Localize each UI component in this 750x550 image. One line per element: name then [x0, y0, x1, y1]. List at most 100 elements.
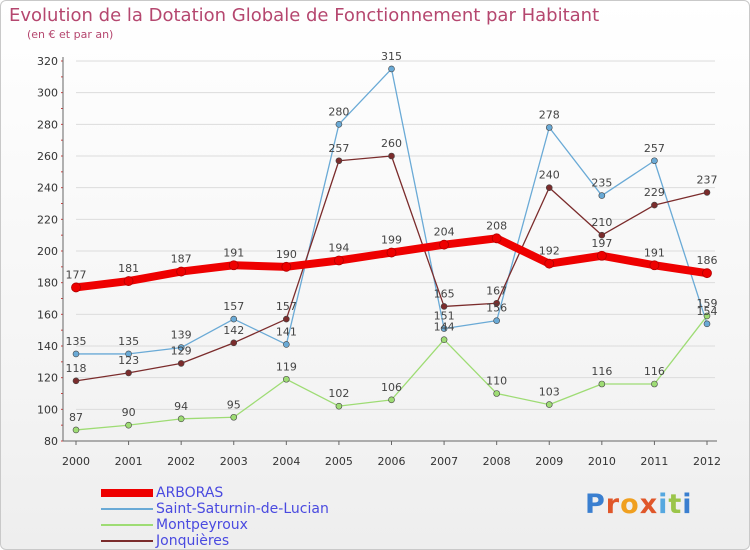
- data-label: 135: [66, 335, 87, 348]
- data-label: 165: [434, 287, 455, 300]
- legend-item-arboras: ARBORAS: [101, 485, 329, 501]
- data-label: 208: [486, 219, 507, 232]
- data-point: [177, 415, 185, 423]
- x-tick-label: 2012: [693, 455, 721, 468]
- x-tick-label: 2000: [62, 455, 90, 468]
- data-point: [493, 317, 500, 324]
- data-label: 204: [434, 226, 455, 239]
- logo-letter: x: [639, 489, 659, 520]
- data-label: 157: [223, 300, 244, 313]
- data-point: [598, 231, 606, 239]
- data-point: [335, 402, 343, 410]
- data-label: 210: [591, 216, 612, 229]
- data-point: [71, 282, 81, 293]
- data-labels: 135 135 139 157 141 280 315 151 156 278 235 257 154 8…: [66, 50, 718, 424]
- data-point: [123, 276, 134, 286]
- logo-letter: o: [620, 489, 640, 520]
- legend-swatch-arboras: [101, 489, 153, 497]
- data-point: [651, 157, 658, 165]
- data-point: [651, 380, 658, 388]
- series-line: [75, 68, 708, 355]
- data-label: 157: [276, 300, 297, 313]
- data-label: 139: [171, 329, 192, 342]
- data-label: 135: [118, 335, 139, 348]
- y-tick-label: 280: [37, 118, 58, 131]
- data-point: [493, 390, 500, 397]
- data-point: [491, 233, 502, 244]
- data-label: 235: [591, 177, 612, 190]
- data-point: [283, 375, 290, 383]
- data-label: 190: [276, 248, 297, 261]
- data-label: 257: [328, 142, 349, 155]
- data-point: [703, 312, 711, 320]
- legend-swatch-jonquieres: [101, 540, 153, 542]
- data-point: [72, 426, 80, 434]
- data-label: 116: [591, 365, 612, 378]
- data-point: [335, 121, 343, 128]
- data-point: [649, 260, 660, 271]
- data-point: [230, 413, 238, 421]
- x-tick-label: 2007: [430, 455, 458, 468]
- data-label: 191: [223, 246, 244, 259]
- legend-item-montpeyroux: Montpeyroux: [101, 517, 329, 533]
- data-label: 192: [539, 245, 560, 258]
- data-label: 191: [644, 246, 665, 259]
- y-tick-label: 80: [44, 435, 58, 448]
- data-label: 197: [591, 237, 612, 250]
- axes: 80 100 120 140 160 180 200 220 240 260 280 300 320 20…: [37, 55, 721, 468]
- data-point: [283, 315, 290, 323]
- data-label: 194: [328, 242, 349, 255]
- data-label: 159: [697, 297, 718, 310]
- y-tick-label: 300: [37, 87, 58, 100]
- data-point: [702, 268, 712, 279]
- logo-letter: i: [682, 489, 693, 520]
- data-point: [598, 192, 606, 199]
- data-label: 123: [118, 354, 139, 367]
- data-label: 106: [381, 381, 402, 394]
- legend-label-jonquieres: Jonquières: [156, 533, 230, 549]
- data-label: 278: [539, 109, 560, 122]
- data-label: 280: [328, 105, 349, 118]
- data-point: [125, 369, 132, 377]
- data-point: [228, 260, 239, 271]
- y-tick-label: 180: [37, 277, 58, 290]
- logo-letter: r: [605, 489, 621, 520]
- data-point: [493, 299, 500, 307]
- data-point: [177, 344, 185, 351]
- data-point: [440, 325, 448, 332]
- chart-subtitle: (en € et par an): [27, 28, 114, 41]
- x-tick-label: 2004: [272, 455, 300, 468]
- data-label: 177: [66, 268, 87, 281]
- data-label: 181: [118, 262, 139, 275]
- y-tick-label: 120: [37, 372, 58, 385]
- legend-label-saint-saturnin: Saint-Saturnin-de-Lucian: [156, 501, 329, 517]
- data-label: 315: [381, 50, 402, 63]
- series-lines: [71, 65, 712, 434]
- y-tick-label: 260: [37, 150, 58, 163]
- data-label: 95: [227, 398, 241, 411]
- legend: ARBORAS Saint-Saturnin-de-Lucian Montpey…: [101, 485, 329, 549]
- y-tick-label: 140: [37, 340, 58, 353]
- data-label: 237: [697, 173, 718, 186]
- data-label: 151: [434, 310, 455, 323]
- data-point: [703, 189, 711, 196]
- data-label: 118: [66, 362, 87, 375]
- x-tick-label: 2010: [588, 455, 616, 468]
- legend-item-saint-saturnin: Saint-Saturnin-de-Lucian: [101, 501, 329, 517]
- y-tick-label: 220: [37, 213, 58, 226]
- data-point: [230, 315, 238, 323]
- data-point: [334, 255, 344, 266]
- legend-item-jonquieres: Jonquières: [101, 533, 329, 549]
- data-point: [544, 258, 555, 269]
- data-label: 257: [644, 142, 665, 155]
- data-point: [72, 350, 80, 358]
- y-tick-label: 240: [37, 182, 58, 195]
- data-label: 94: [174, 400, 188, 413]
- legend-label-montpeyroux: Montpeyroux: [156, 517, 248, 533]
- data-point: [125, 350, 132, 358]
- data-point: [545, 401, 553, 408]
- data-label: 144: [434, 321, 455, 334]
- data-point: [335, 157, 343, 165]
- data-point: [176, 266, 187, 277]
- data-label: 87: [69, 411, 83, 424]
